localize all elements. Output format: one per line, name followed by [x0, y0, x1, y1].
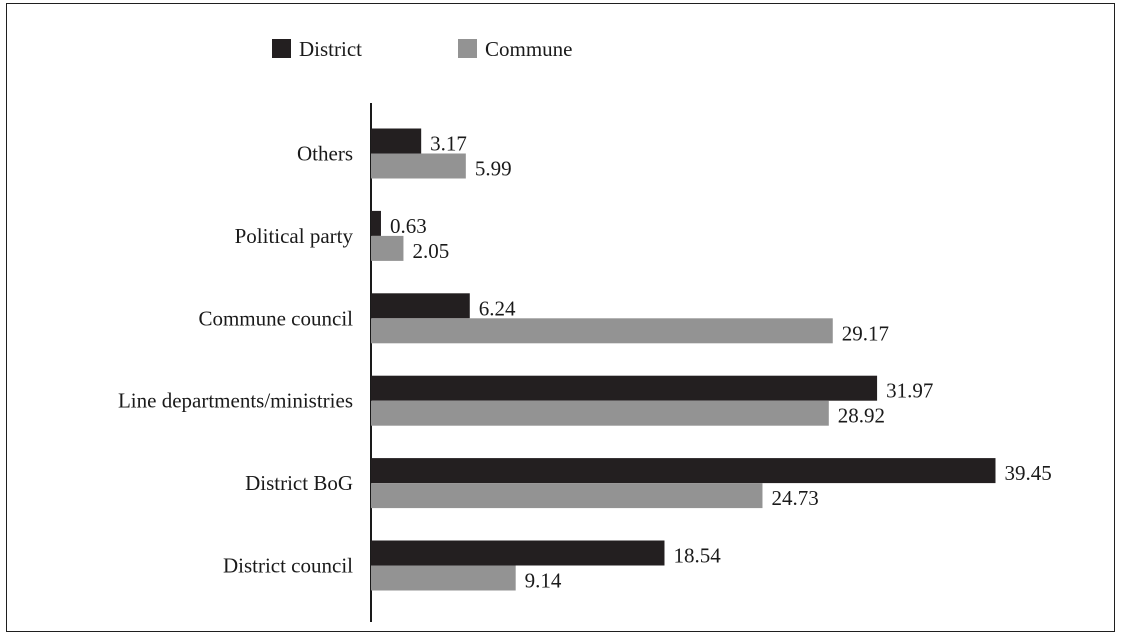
bar-district-political-party: [371, 210, 381, 236]
value-label-commune-line-departments-ministries: 28.92: [838, 404, 885, 428]
value-label-commune-political-party: 2.05: [412, 239, 449, 263]
bar-commune-district-bog: [371, 483, 763, 509]
legend-swatch-district: [272, 39, 291, 58]
category-label-line-departments-ministries: Line departments/ministries: [118, 389, 353, 413]
value-label-district-line-departments-ministries: 31.97: [886, 379, 933, 403]
bar-district-others: [371, 128, 422, 154]
category-label-others: Others: [297, 142, 353, 166]
value-label-district-district-council: 18.54: [673, 544, 721, 568]
legend-label-district: District: [299, 37, 362, 61]
value-label-district-political-party: 0.63: [390, 214, 427, 238]
bar-district-commune-council: [371, 293, 470, 319]
bar-district-district-council: [371, 540, 665, 566]
value-label-district-commune-council: 6.24: [479, 296, 516, 320]
bar-commune-district-council: [371, 565, 516, 591]
bar-district-line-departments-ministries: [371, 375, 878, 401]
category-label-district-council: District council: [223, 554, 353, 578]
value-label-commune-commune-council: 29.17: [842, 321, 889, 345]
value-label-commune-district-council: 9.14: [525, 569, 562, 593]
value-label-district-district-bog: 39.45: [1004, 461, 1051, 485]
value-label-commune-others: 5.99: [475, 157, 512, 181]
category-label-political-party: Political party: [235, 224, 354, 248]
category-label-commune-council: Commune council: [198, 306, 353, 330]
bar-commune-political-party: [371, 235, 404, 261]
bar-district-district-bog: [371, 458, 996, 484]
value-label-district-others: 3.17: [430, 132, 467, 156]
chart-frame: [6, 3, 1115, 632]
bar-commune-others: [371, 153, 466, 179]
value-label-commune-district-bog: 24.73: [771, 486, 818, 510]
bar-commune-line-departments-ministries: [371, 400, 829, 426]
legend-swatch-commune: [458, 39, 477, 58]
category-label-district-bog: District BoG: [245, 471, 353, 495]
legend-label-commune: Commune: [485, 37, 573, 61]
bar-commune-commune-council: [371, 318, 833, 344]
